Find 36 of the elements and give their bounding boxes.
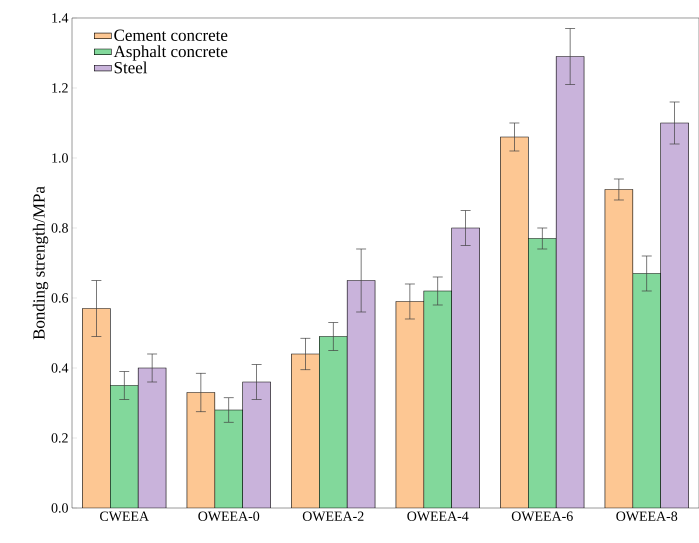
- x-tick-label: OWEEA-0: [198, 512, 260, 522]
- x-tick-label: OWEEA-4: [407, 512, 469, 521]
- bar: [556, 56, 584, 508]
- y-tick-label: 0.2: [52, 433, 68, 443]
- y-tick-label: 1.2: [52, 83, 68, 93]
- bar: [186, 392, 215, 508]
- y-tick-label: 0.4: [52, 363, 68, 373]
- bar: [660, 122, 689, 508]
- bar: [319, 336, 348, 508]
- x-tick-label: OWEEA-8: [616, 512, 678, 522]
- bar: [347, 280, 376, 508]
- x-tick-label: OWEEA-6: [512, 512, 573, 521]
- bar: [452, 228, 480, 508]
- bar: [500, 136, 528, 508]
- bar: [632, 273, 661, 508]
- y-tick-label: 0.6: [52, 293, 68, 303]
- y-tick-label: 0.8: [52, 223, 68, 233]
- bar: [291, 354, 320, 508]
- bar: [110, 386, 138, 508]
- x-tick-label: CWEEA: [100, 512, 149, 521]
- bar: [396, 301, 424, 508]
- bar: [242, 382, 271, 508]
- bar: [82, 308, 110, 508]
- x-tick-label: OWEEA-2: [302, 512, 364, 521]
- legend-label: Cement concrete: [114, 30, 228, 41]
- y-tick-label: 0.0: [52, 503, 68, 513]
- bar: [528, 238, 556, 508]
- legend-label: Steel: [114, 61, 148, 74]
- bar: [604, 189, 634, 508]
- bar: [214, 410, 243, 508]
- y-axis-title: Bonding strength/MPa: [32, 186, 48, 340]
- bar: [138, 368, 166, 508]
- legend-label: Asphalt concrete: [114, 45, 228, 61]
- y-tick-label: 1.0: [52, 153, 68, 163]
- bar: [424, 290, 452, 508]
- y-tick-label: 1.4: [52, 13, 68, 23]
